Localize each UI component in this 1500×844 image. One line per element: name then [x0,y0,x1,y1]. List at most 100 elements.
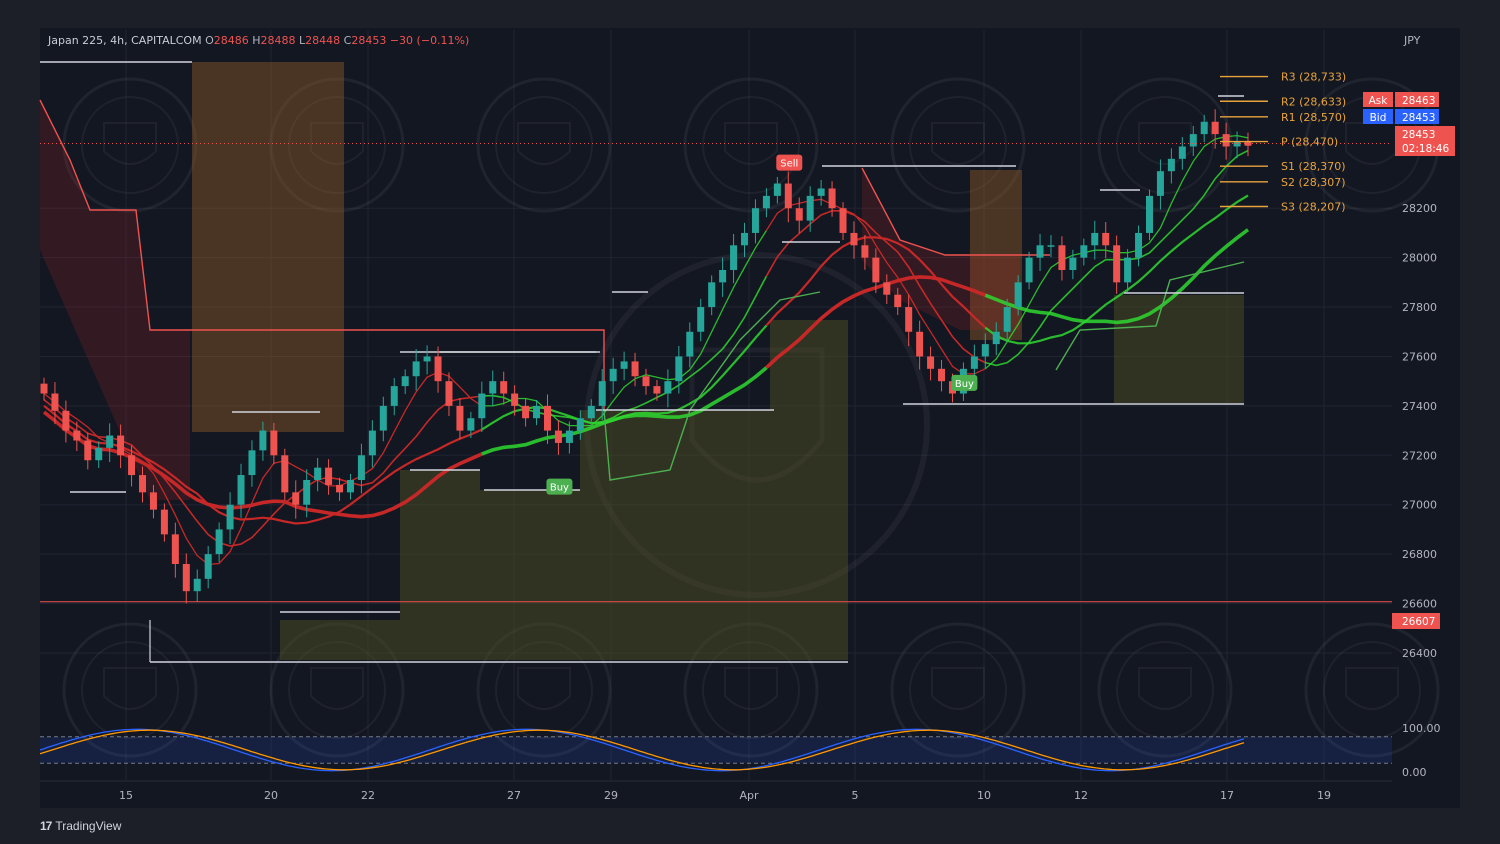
candle-body [719,270,727,283]
candle-body [226,504,234,530]
candle-body [511,393,519,406]
candle-body [182,564,190,592]
change-value: −30 (−0.11%) [389,34,470,47]
candle-body [84,440,92,461]
bear-ma-line [42,410,483,519]
time-tick-label: Apr [739,789,759,802]
orange-zone [192,62,344,432]
price-tick-label: 27800 [1402,301,1437,314]
currency-label: JPY [1404,34,1421,47]
low-label: L [299,34,306,47]
candle-body [1167,158,1175,172]
candle-body [149,492,157,510]
pivot-label: S1 (28,370) [1281,160,1346,173]
candle-body [193,578,201,592]
candle-body [1047,245,1055,247]
ask-value: 28463 [1402,95,1435,107]
candle-body [171,534,179,564]
watermark-seal [62,622,198,758]
stoch-k-line [39,728,1245,772]
supertrend-zones [40,62,1244,660]
candle-body [522,405,530,419]
price-tick-label: 26400 [1402,647,1437,660]
candle-body [1211,121,1219,135]
bear-zone [40,100,190,500]
bear-ma-line [43,395,482,547]
candlesticks[interactable] [40,109,1252,604]
signal-label: Buy [550,483,569,494]
candle-body [106,435,114,448]
price-axis[interactable]: 26400 26600 26800 27000 27200 27400 27600 27800… [1402,202,1437,660]
candle-body [992,331,1000,345]
candle-body [784,183,792,209]
watermark-shield [1138,667,1192,710]
candle-body [346,480,354,493]
countdown-value: 02:18:46 [1402,143,1449,155]
watermark-shield [517,667,571,710]
candle-body [128,455,136,476]
candle-body [609,368,617,382]
candle-body [160,509,168,535]
brand-text: TradingView [55,819,122,833]
horizontal-level-line[interactable] [40,143,1392,603]
price-tags: Ask 28463 Bid 28453 28453 02:18:46 26607 [1363,92,1455,629]
signal-label: Buy [955,379,974,390]
candle-body [500,381,508,394]
watermark-shield [931,667,985,710]
candle-body [981,344,989,357]
candle-body [806,195,814,221]
watermark-seal [890,77,1026,213]
watermark-seal-inner [1116,641,1214,739]
candle-body [872,257,880,283]
candle-body [1003,307,1011,332]
stoch-band [40,736,1392,764]
candle-body [554,430,562,443]
price-tick-label: 28000 [1402,252,1437,265]
candle-body [40,383,48,394]
candle-body [368,430,376,456]
candle-body [533,405,541,419]
candle-body [938,368,946,382]
candle-body [412,361,420,377]
low-value: 28448 [305,34,341,47]
watermark-seal-inner [495,96,593,194]
signal-label: Sell [780,159,798,170]
stochastic-pane: 100.00 0.00 [39,722,1441,779]
candle-body [598,381,606,406]
price-tick-label: 27200 [1402,449,1437,462]
time-tick-label: 27 [507,789,521,802]
bear-zone-right [862,168,1020,330]
candle-body [434,356,442,382]
candle-body [423,356,431,362]
stoch-d-line [39,729,1245,771]
watermark-shield [310,667,364,710]
close-label: C [343,34,352,47]
bull-ma-line [481,230,767,427]
last-price-value: 28453 [1402,129,1435,141]
tradingview-logo[interactable]: 17 TradingView [40,819,121,833]
bull-ma-line [481,275,768,424]
watermark-seal [683,77,819,213]
candle-body [401,376,409,387]
candle-body [1102,232,1110,246]
watermark-shield [724,122,778,165]
candle-body [379,405,387,431]
price-tick-label: 27600 [1402,350,1437,363]
buy-signal [951,374,978,391]
stoch-tick-label: 0.00 [1402,766,1427,779]
pivot-label: P (28,470) [1281,136,1338,149]
watermark-seal-inner [81,96,179,194]
pivot-label: S3 (28,207) [1281,201,1346,214]
candle-body [73,430,81,441]
candle-body [675,356,683,382]
watermark-seal [1304,622,1440,758]
candle-body [1014,282,1022,308]
candle-body [478,393,486,419]
price-tick-label: 27400 [1402,400,1437,413]
sell-signal [776,154,803,171]
candle-body [489,381,497,394]
time-axis[interactable]: 15 20 22 27 29 Apr 5 10 12 17 19 [40,780,1392,802]
candle-body [1145,195,1153,233]
candle-body [741,232,749,246]
